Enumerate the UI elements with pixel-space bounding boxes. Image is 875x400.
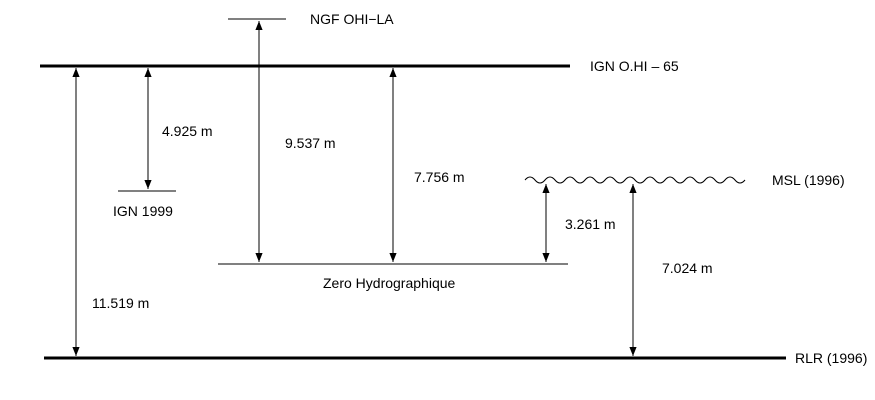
label-zero-hydro: Zero Hydrographique [323, 275, 456, 291]
label-4925: 4.925 m [162, 123, 213, 139]
label-msl: MSL (1996) [772, 172, 845, 188]
msl-wave-line [524, 176, 746, 184]
label-11519: 11.519 m [92, 295, 149, 311]
label-rlr: RLR (1996) [795, 350, 867, 366]
label-7756: 7.756 m [414, 169, 465, 185]
label-ign-ohi65: IGN O.HI – 65 [590, 58, 679, 74]
label-3261: 3.261 m [565, 216, 616, 232]
label-ngf: NGF OHI−LA [310, 11, 394, 27]
label-7024: 7.024 m [662, 260, 713, 276]
label-9537: 9.537 m [285, 135, 336, 151]
label-ign1999: IGN 1999 [113, 203, 173, 219]
